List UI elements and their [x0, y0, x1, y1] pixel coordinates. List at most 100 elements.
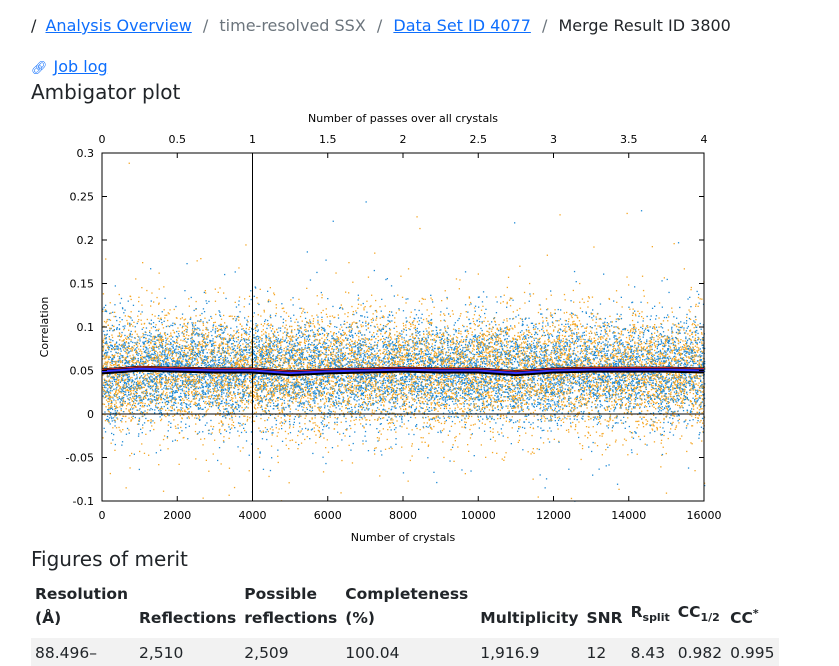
breadcrumb-analysis-overview[interactable]: Analysis Overview: [45, 16, 192, 35]
scatter-point-series-a: [340, 377, 342, 379]
scatter-point-series-a: [165, 356, 167, 358]
scatter-point-series-b: [611, 378, 613, 380]
scatter-point-series-b: [384, 355, 386, 357]
scatter-point-series-a: [523, 291, 526, 294]
scatter-point-series-a: [365, 351, 368, 353]
scatter-point-series-a: [214, 336, 216, 338]
scatter-point-series-a: [173, 404, 175, 406]
scatter-point-series-a: [133, 389, 135, 391]
scatter-point-series-b: [426, 349, 428, 351]
scatter-point-series-b: [533, 339, 535, 341]
scatter-point-series-b: [121, 389, 123, 391]
scatter-point-series-a: [588, 426, 590, 428]
scatter-point-series-b: [304, 337, 306, 339]
scatter-point-series-a: [693, 331, 695, 333]
scatter-point-series-a: [115, 373, 118, 375]
scatter-point-series-a: [200, 359, 203, 361]
scatter-point-series-a: [411, 445, 413, 447]
scatter-point-series-b: [339, 397, 341, 400]
scatter-point-series-a: [425, 395, 427, 397]
scatter-point-series-a: [121, 405, 123, 407]
scatter-point-series-a: [581, 403, 583, 406]
scatter-point-series-a: [381, 365, 383, 367]
scatter-point-series-b: [194, 359, 196, 361]
scatter-point-series-b: [634, 310, 636, 312]
scatter-point-series-a: [582, 372, 584, 374]
scatter-point-series-b: [633, 384, 635, 386]
scatter-point-series-b: [179, 395, 181, 397]
scatter-point-series-b: [236, 347, 239, 349]
scatter-point-series-a: [323, 334, 326, 336]
scatter-point-series-a: [681, 348, 683, 350]
scatter-point-series-b: [158, 336, 160, 338]
scatter-point-series-a: [598, 416, 601, 418]
scatter-point-series-a: [351, 377, 353, 379]
scatter-point-series-b: [511, 382, 514, 384]
scatter-point-series-a: [146, 380, 149, 383]
scatter-point-series-b: [310, 351, 312, 353]
scatter-point-series-a: [646, 350, 648, 352]
scatter-point-series-a: [477, 343, 479, 345]
scatter-point-series-b: [417, 388, 419, 390]
scatter-point-series-b: [236, 354, 238, 356]
scatter-point-series-b: [265, 362, 267, 364]
scatter-point-series-b: [576, 337, 578, 340]
scatter-point-series-a: [361, 378, 363, 381]
scatter-point-series-a: [388, 447, 390, 450]
scatter-point-series-a: [277, 380, 279, 382]
scatter-point-series-a: [181, 399, 183, 401]
scatter-point-series-b: [114, 345, 116, 347]
scatter-point-series-a: [688, 345, 690, 347]
scatter-point-series-b: [485, 346, 487, 348]
scatter-point-series-b: [573, 270, 576, 273]
scatter-point-series-b: [462, 353, 464, 356]
scatter-point-series-a: [125, 385, 128, 387]
scatter-point-series-b: [624, 348, 626, 350]
scatter-point-series-b: [289, 353, 291, 355]
scatter-point-series-a: [619, 315, 621, 317]
scatter-point-series-b: [381, 454, 383, 456]
scatter-point-series-a: [330, 343, 332, 345]
scatter-point-series-b: [668, 358, 670, 360]
scatter-point-series-b: [103, 330, 105, 332]
scatter-point-series-a: [595, 431, 598, 433]
scatter-point-series-b: [266, 337, 268, 339]
scatter-point-series-b: [343, 415, 345, 418]
scatter-point-series-a: [551, 419, 553, 421]
scatter-point-series-b: [451, 446, 454, 448]
scatter-point-series-b: [621, 374, 624, 376]
scatter-point-series-a: [628, 393, 630, 395]
scatter-point-series-a: [187, 344, 190, 346]
scatter-point-series-b: [169, 374, 171, 376]
scatter-point-series-a: [397, 337, 399, 339]
scatter-point-series-a: [218, 393, 220, 395]
scatter-point-series-b: [609, 364, 611, 366]
scatter-point-series-a: [659, 353, 661, 355]
scatter-point-series-b: [543, 360, 546, 362]
scatter-point-series-a: [459, 362, 462, 365]
scatter-point-series-b: [554, 404, 556, 406]
job-log-link[interactable]: 🔗︎ Job log: [31, 57, 108, 76]
scatter-point-series-a: [544, 405, 547, 407]
scatter-point-series-b: [445, 354, 447, 356]
scatter-point-series-b: [276, 384, 278, 386]
scatter-point-series-b: [357, 350, 359, 352]
scatter-point-series-a: [387, 336, 390, 338]
scatter-point-series-a: [342, 352, 344, 354]
scatter-point-series-b: [246, 319, 248, 321]
scatter-point-series-b: [255, 356, 257, 358]
breadcrumb-data-set[interactable]: Data Set ID 4077: [393, 16, 531, 35]
scatter-point-series-b: [637, 361, 640, 363]
scatter-point-series-a: [275, 375, 277, 377]
scatter-point-series-b: [147, 340, 150, 342]
scatter-point-series-b: [181, 313, 184, 315]
scatter-point-series-b: [177, 387, 179, 389]
scatter-point-series-a: [313, 365, 315, 367]
scatter-point-series-b: [282, 391, 285, 393]
scatter-point-series-a: [426, 383, 428, 385]
scatter-point-series-b: [237, 336, 239, 339]
scatter-point-series-a: [316, 382, 318, 385]
scatter-point-series-a: [185, 385, 187, 387]
scatter-point-series-a: [252, 386, 254, 388]
scatter-point-series-a: [499, 409, 501, 411]
